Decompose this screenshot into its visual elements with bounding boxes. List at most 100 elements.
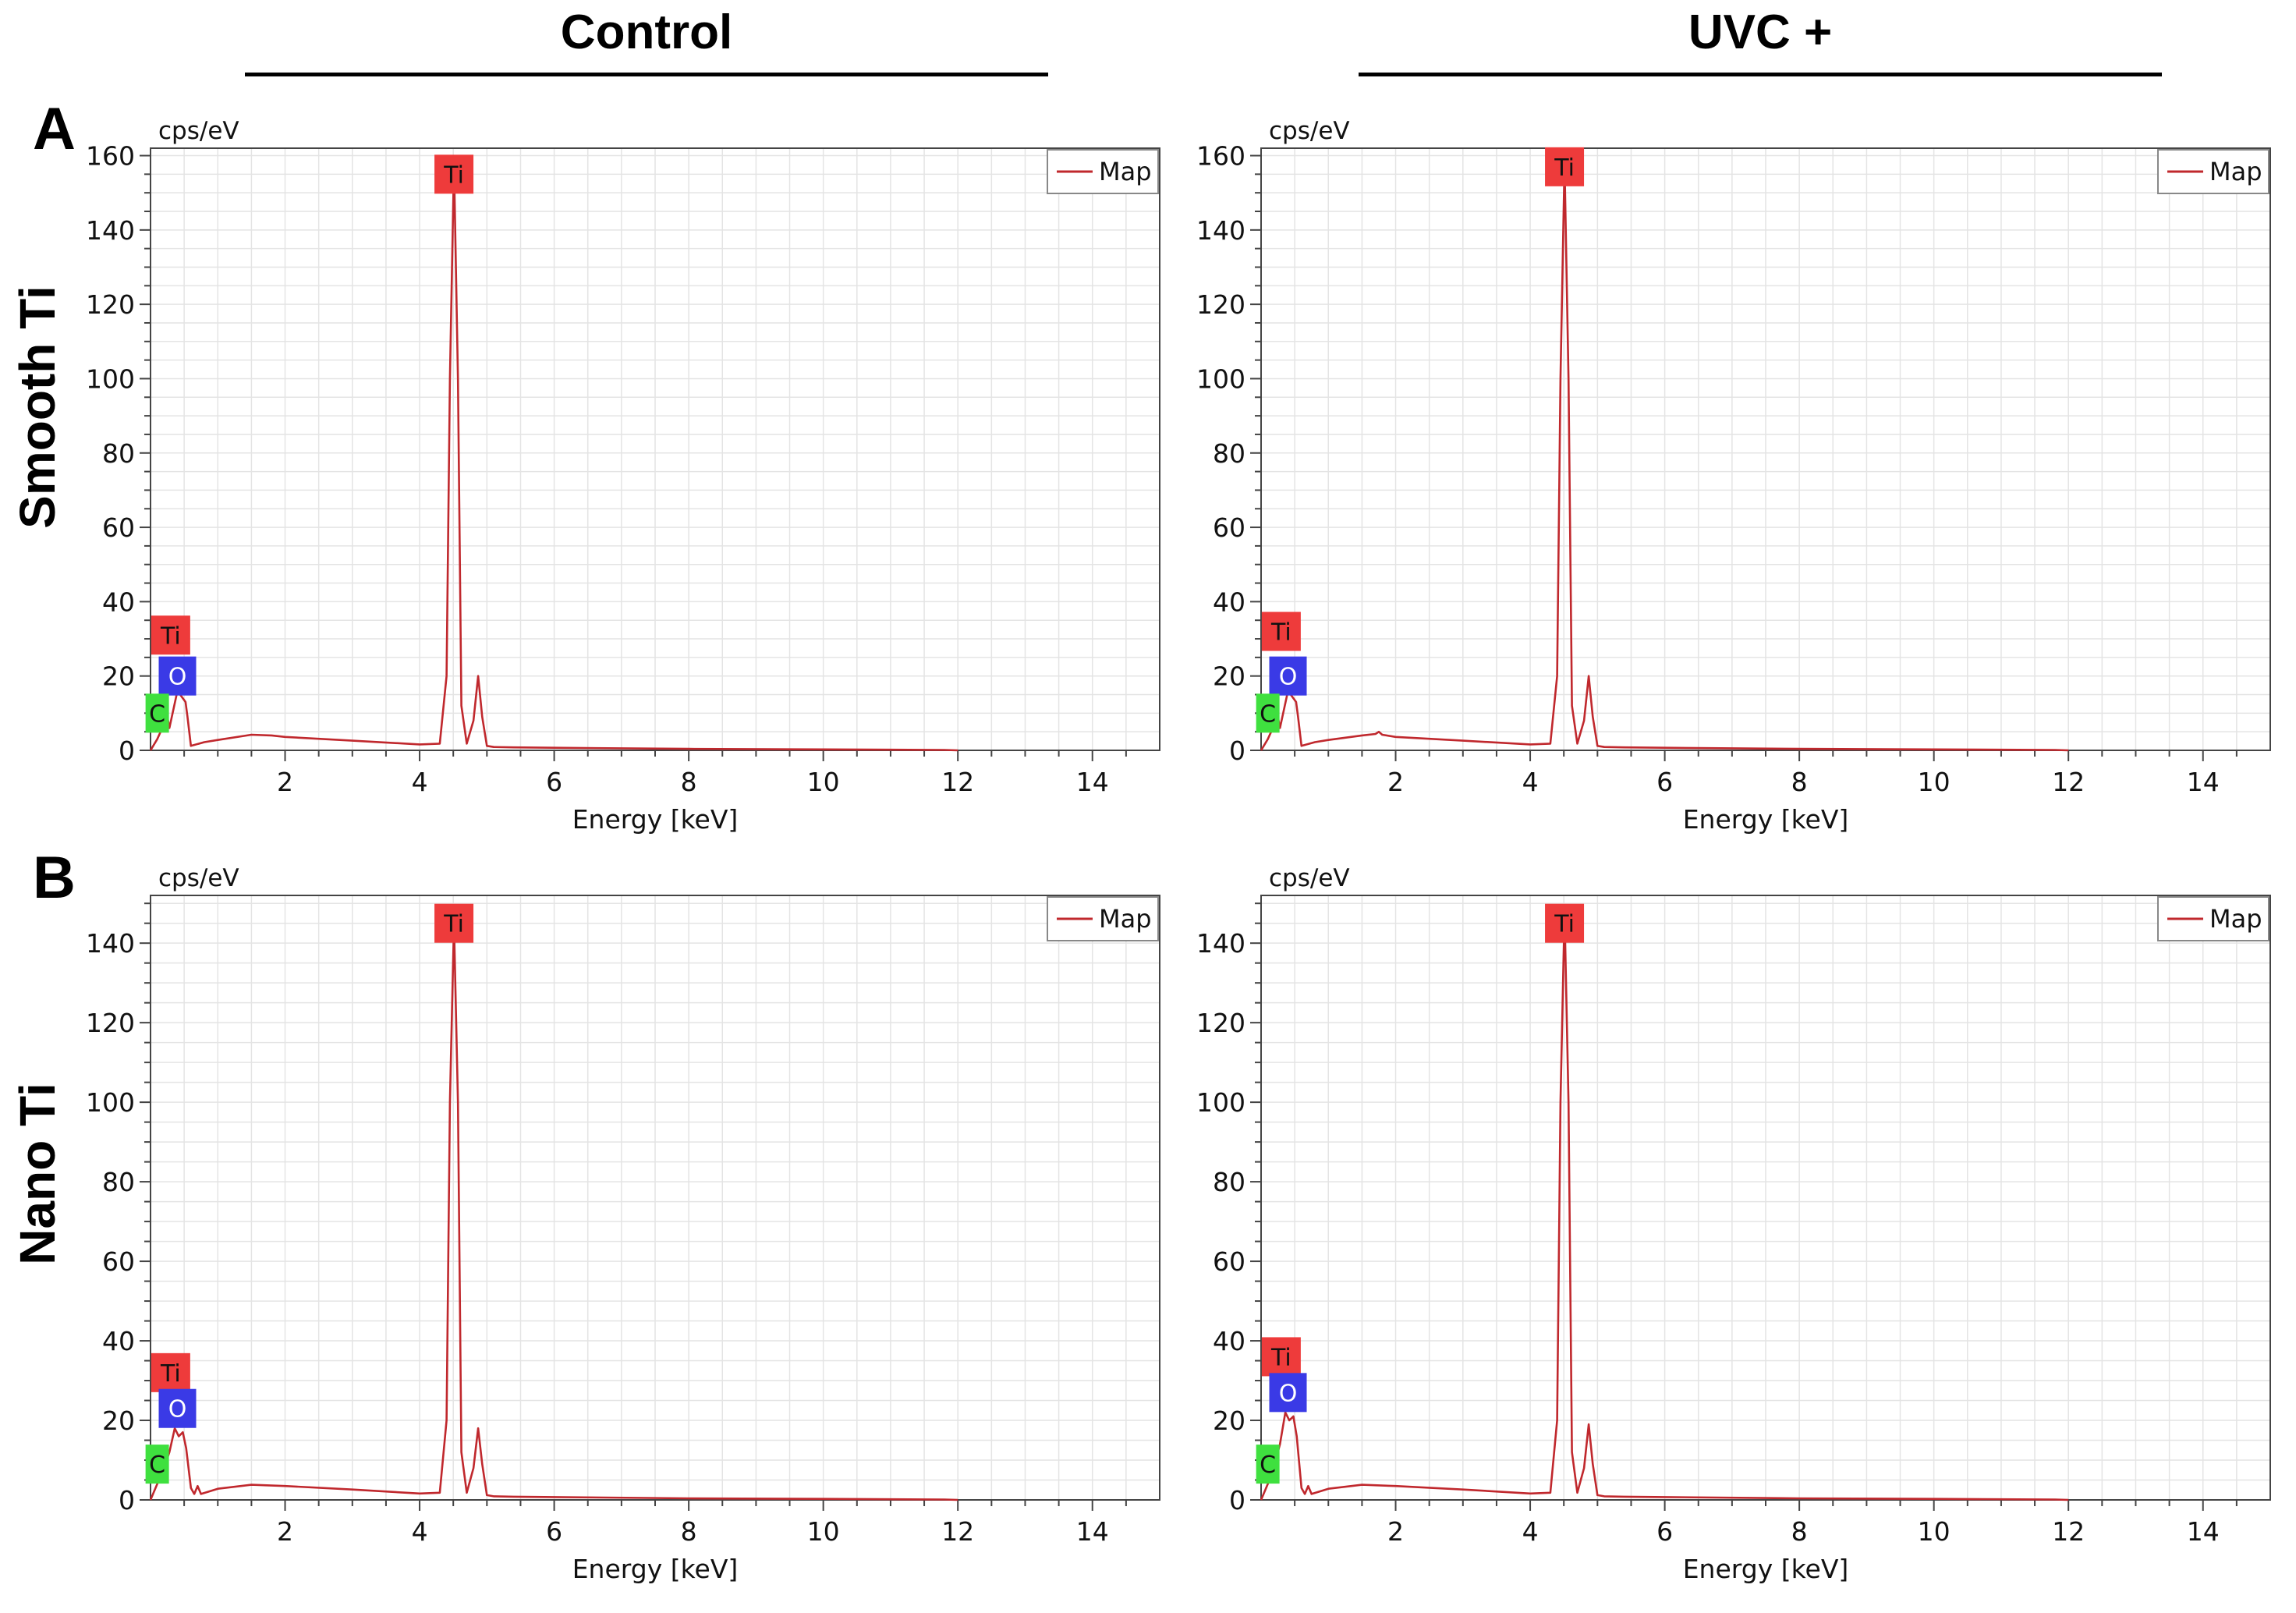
x-tick-label: 2 [1387, 1516, 1404, 1547]
x-tick-label: 14 [2187, 1516, 2220, 1547]
spectrum-line-map [1260, 161, 2069, 752]
x-tick-label: 8 [681, 1516, 697, 1547]
column-rule-uvc [1359, 73, 2162, 76]
x-tick-label: 6 [546, 1516, 562, 1547]
column-rule-control [245, 73, 1048, 76]
y-tick-label: 0 [1229, 736, 1245, 766]
peak-tag-label: O [168, 664, 187, 691]
x-tick-label: 6 [1656, 1516, 1673, 1547]
peak-tag-label: C [1260, 1452, 1276, 1479]
y-tick-label: 20 [1213, 661, 1245, 692]
x-tick-label: 6 [1656, 767, 1673, 797]
peak-tag-o [158, 656, 197, 696]
y-tick-label: 40 [1213, 1326, 1245, 1356]
y-tick-label: 60 [102, 512, 135, 543]
peak-tag-label: Ti [1554, 911, 1575, 938]
y-tick-label: 100 [1196, 1087, 1245, 1118]
y-tick-label: 140 [1196, 928, 1245, 959]
x-tick-label: 10 [1918, 767, 1951, 797]
y-tick-label: 40 [102, 587, 135, 617]
x-tick-label: 4 [412, 1516, 428, 1547]
y-axis-label: cps/eV [1269, 117, 1350, 145]
row-letter-a: A [33, 96, 76, 162]
x-tick-label: 2 [277, 767, 293, 797]
y-tick-label: 120 [86, 1008, 135, 1038]
peak-tag-label: Ti [1270, 1344, 1292, 1371]
y-tick-label: 80 [1213, 438, 1245, 469]
y-tick-label: 140 [86, 928, 135, 959]
peak-tag-c [1256, 693, 1280, 733]
x-tick-label: 4 [1522, 767, 1539, 797]
x-axis-label: Energy [keV] [1683, 804, 1849, 835]
legend-label: Map [1099, 157, 1152, 186]
y-tick-label: 80 [1213, 1167, 1245, 1197]
x-axis-label: Energy [keV] [1683, 1554, 1849, 1584]
peak-tag-c [145, 693, 169, 733]
x-tick-label: 8 [1791, 767, 1808, 797]
x-tick-label: 14 [1076, 1516, 1109, 1547]
chart-panel-B-uvc: 0 20 40 60 80 100 120 140 2 4 6 8 10 12 14 cps/eV Energy… [1196, 864, 2271, 1584]
y-tick-label: 100 [86, 1087, 135, 1118]
column-header-control: Control [560, 5, 733, 59]
y-tick-label: 100 [1196, 363, 1245, 394]
peak-tag-ti [151, 615, 190, 655]
peak-tag-o [1269, 656, 1307, 696]
y-axis-label: cps/eV [158, 864, 239, 892]
spectrum-line-map [149, 922, 958, 1501]
x-tick-label: 8 [1791, 1516, 1808, 1547]
x-tick-label: 12 [941, 1516, 974, 1547]
y-tick-label: 40 [1213, 587, 1245, 617]
peak-tag-label: Ti [443, 911, 464, 938]
y-tick-label: 0 [119, 736, 135, 766]
y-tick-label: 140 [1196, 215, 1245, 246]
peak-tag-ti [1545, 903, 1585, 943]
peak-tag-label: C [1260, 700, 1276, 728]
y-tick-label: 40 [102, 1326, 135, 1356]
x-tick-label: 12 [2052, 767, 2085, 797]
peak-tag-ti [1261, 612, 1301, 651]
spectrum-line-map [1260, 910, 2069, 1501]
chart-panel-A-control: 0 20 40 60 80 100 120 140 160 2 4 6 8 10 12 14 cps/eV Ene… [86, 117, 1160, 835]
spectrum-line-map [149, 161, 958, 752]
y-tick-label: 120 [1196, 1008, 1245, 1038]
x-tick-label: 8 [681, 767, 697, 797]
x-tick-label: 6 [546, 767, 562, 797]
x-tick-label: 10 [807, 767, 840, 797]
x-tick-label: 12 [2052, 1516, 2085, 1547]
y-tick-label: 0 [119, 1485, 135, 1516]
chart-panel-B-control: 0 20 40 60 80 100 120 140 2 4 6 8 10 12 14 cps/eV Energy… [86, 864, 1160, 1584]
row-letter-b: B [33, 845, 76, 911]
x-tick-label: 2 [1387, 767, 1404, 797]
y-tick-label: 160 [86, 141, 135, 172]
peak-tag-label: Ti [1554, 154, 1575, 182]
y-tick-label: 80 [102, 1167, 135, 1197]
x-tick-label: 14 [1076, 767, 1109, 797]
peak-tag-c [1256, 1445, 1280, 1484]
y-tick-label: 60 [102, 1246, 135, 1277]
x-tick-label: 2 [277, 1516, 293, 1547]
peak-tag-o [158, 1388, 197, 1428]
y-tick-label: 120 [86, 289, 135, 320]
peak-tag-label: C [149, 1452, 165, 1479]
x-tick-label: 4 [1522, 1516, 1539, 1547]
y-tick-label: 0 [1229, 1485, 1245, 1516]
peak-tag-ti [151, 1352, 190, 1392]
peak-tag-label: Ti [160, 1360, 181, 1388]
peak-tag-label: C [149, 700, 165, 728]
peak-tag-ti [434, 903, 474, 943]
y-axis-label: cps/eV [158, 117, 239, 145]
peak-tag-label: O [1279, 664, 1298, 691]
y-tick-label: 80 [102, 438, 135, 469]
y-tick-label: 20 [102, 1406, 135, 1436]
peak-tag-label: Ti [160, 622, 181, 650]
legend-label: Map [2209, 157, 2262, 186]
y-tick-label: 140 [86, 215, 135, 246]
peak-tag-ti [434, 154, 474, 194]
x-tick-label: 10 [807, 1516, 840, 1547]
x-axis-label: Energy [keV] [572, 804, 739, 835]
y-tick-label: 160 [1196, 141, 1245, 172]
y-tick-label: 60 [1213, 1246, 1245, 1277]
x-tick-label: 14 [2187, 767, 2220, 797]
